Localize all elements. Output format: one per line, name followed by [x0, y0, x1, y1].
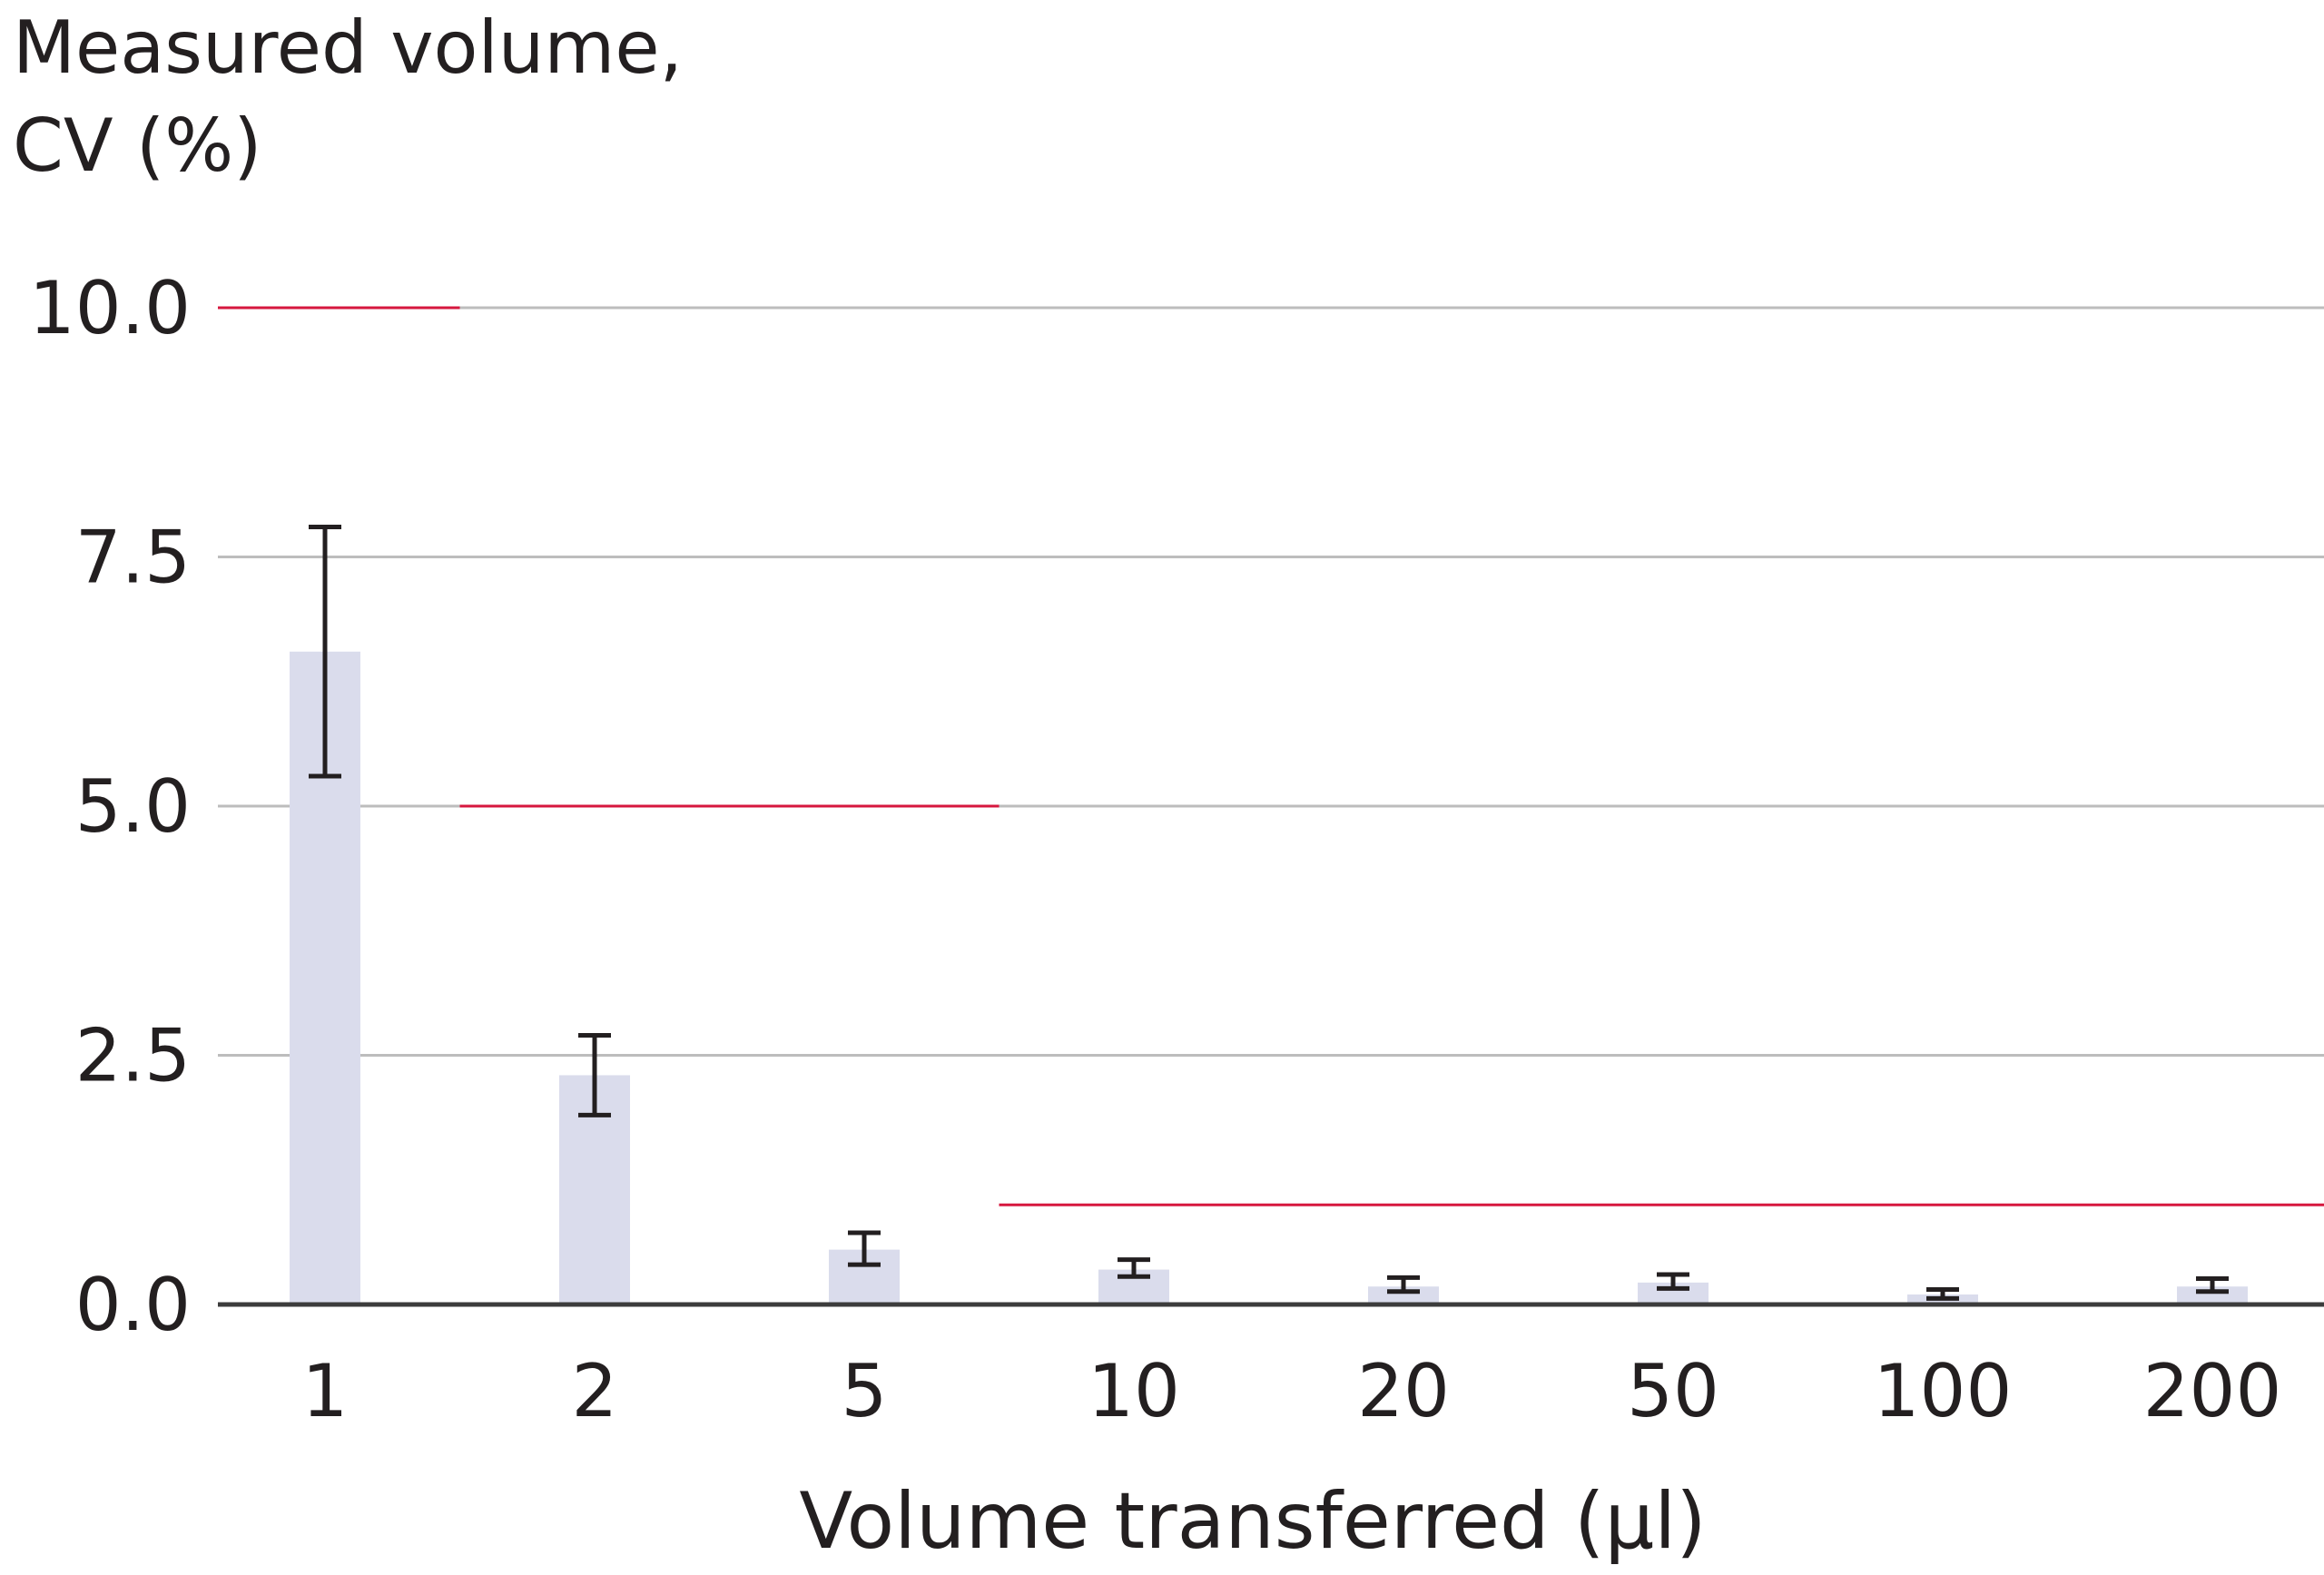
error-bar — [1926, 1287, 1959, 1301]
bars — [290, 651, 2248, 1304]
x-tick-label: 1 — [302, 1349, 349, 1433]
x-tick-label: 20 — [1357, 1349, 1450, 1433]
error-bar — [2196, 1275, 2229, 1294]
error-bar — [1387, 1275, 1420, 1294]
limit-lines — [218, 306, 2324, 1206]
y-axis-title-line-2: CV (%) — [13, 103, 261, 188]
y-tick-label: 2.5 — [75, 1014, 191, 1098]
x-tick-label: 2 — [572, 1349, 618, 1433]
x-tick-label: 200 — [2143, 1349, 2282, 1433]
error-bar — [578, 1033, 611, 1117]
bar — [2177, 1286, 2248, 1304]
y-tick-label: 10.0 — [29, 266, 191, 350]
bar — [1368, 1286, 1439, 1304]
error-bar — [1657, 1272, 1689, 1291]
y-tick-label: 0.0 — [75, 1263, 191, 1347]
y-tick-label: 5.0 — [75, 764, 191, 849]
error-bar — [309, 525, 341, 779]
x-tick-label: 100 — [1874, 1349, 2013, 1433]
error-bar — [848, 1230, 881, 1267]
error-bars — [309, 525, 2229, 1301]
x-tick-label: 10 — [1088, 1349, 1180, 1433]
y-axis-title-line-1: Measured volume, — [13, 5, 683, 90]
x-axis-title: Volume transferred (µl) — [799, 1476, 1706, 1567]
x-tick-label: 50 — [1627, 1349, 1719, 1433]
x-tick-labels: 1 2 5 10 20 50 100 200 — [302, 1349, 2282, 1433]
x-tick-label: 5 — [842, 1349, 888, 1433]
error-bar — [1118, 1257, 1150, 1279]
gridlines — [218, 306, 2324, 1057]
y-tick-label: 7.5 — [75, 516, 191, 600]
y-tick-labels: 0.0 2.5 5.0 7.5 10.0 — [29, 266, 191, 1347]
